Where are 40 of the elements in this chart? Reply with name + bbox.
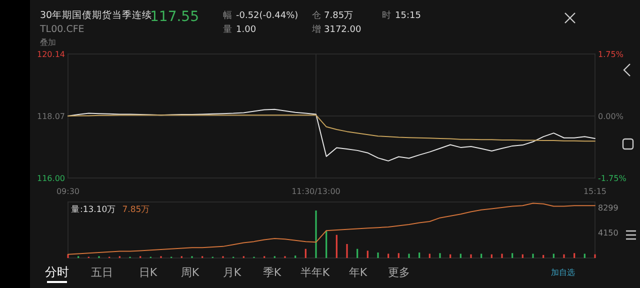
line-series	[68, 108, 596, 162]
text: 年K	[348, 266, 368, 279]
y-tick-label: 120.14	[37, 50, 65, 59]
text: -0.52(-0.44%)	[236, 11, 298, 21]
text: 日K	[138, 266, 158, 279]
text: 30年期国债期货当季连续	[40, 9, 152, 21]
text: 五日	[91, 266, 113, 279]
y2-tick-label: 1.75%	[598, 50, 624, 59]
y-tick-label: 4150	[598, 228, 618, 238]
annotation: 量:13.10万	[71, 204, 116, 215]
y2-tick-label: -1.75%	[598, 174, 627, 183]
text: 时	[382, 10, 391, 21]
text: 更多	[388, 266, 410, 279]
text: 叠加	[40, 38, 56, 47]
line-series	[68, 114, 596, 142]
x-tick-label: 11:30/13:00	[292, 187, 340, 196]
text: 3172.00	[324, 25, 362, 35]
text: 分时	[45, 265, 69, 279]
text: 7.85万	[122, 205, 150, 215]
text: 量	[223, 24, 232, 35]
y-tick-label: 116.00	[37, 174, 65, 183]
text: 增	[311, 24, 321, 35]
line-series	[68, 202, 596, 255]
text: 周K	[180, 266, 200, 279]
text: 加自选	[551, 268, 575, 277]
text: 117.55	[150, 9, 199, 25]
y-tick-label: 8299	[598, 203, 618, 212]
text: 1.00	[236, 25, 256, 35]
y-tick-label: 118.07	[37, 112, 65, 121]
x-tick-label: 15:15	[583, 187, 607, 196]
x-tick-label: 09:30	[56, 187, 80, 196]
text: 7.85万	[324, 11, 354, 21]
text: 15:15	[395, 11, 421, 21]
text: 仓	[312, 10, 321, 21]
text: TL00.CFE	[39, 24, 84, 35]
y2-tick-label: 0.00%	[598, 112, 624, 121]
text: 季K	[262, 266, 282, 279]
text: 月K	[222, 266, 242, 279]
text: 半年K	[300, 266, 330, 279]
text: 幅	[223, 10, 232, 21]
